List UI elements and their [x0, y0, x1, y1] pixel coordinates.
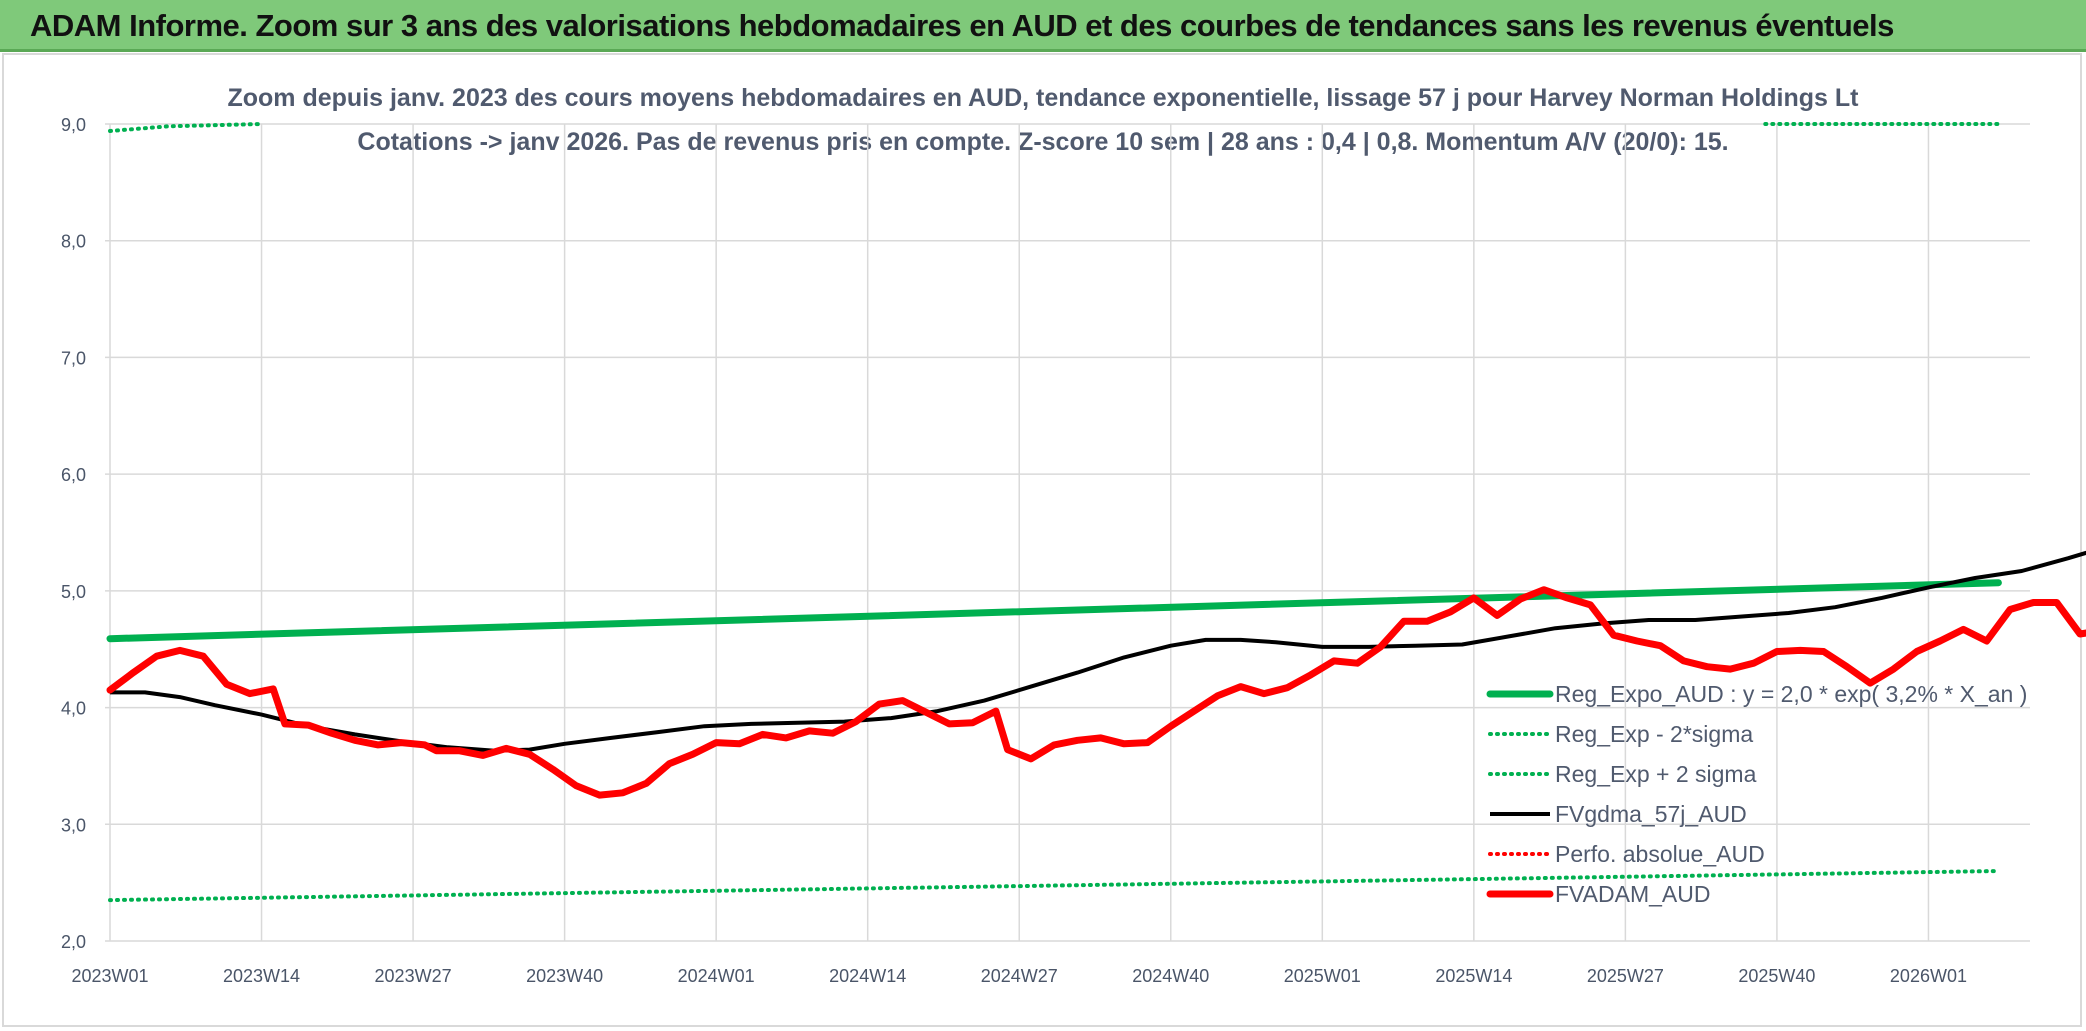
y-tick-label: 8,0 [61, 232, 86, 252]
legend-label: Perfo. absolue_AUD [1555, 841, 1765, 867]
x-tick-label: 2025W14 [1435, 966, 1512, 986]
chart-frame [2, 53, 2082, 1027]
x-tick-label: 2026W01 [1890, 966, 1967, 986]
legend-label: FVADAM_AUD [1555, 881, 1711, 907]
x-tick-label: 2025W40 [1738, 966, 1815, 986]
y-tick-label: 4,0 [61, 699, 86, 719]
x-tick-label: 2024W14 [829, 966, 906, 986]
x-tick-label: 2024W01 [678, 966, 755, 986]
series-line-fvadam-aud [106, 586, 2086, 799]
x-tick-label: 2023W14 [223, 966, 300, 986]
x-tick-label: 2025W01 [1284, 966, 1361, 986]
series-line-fvgdma-57j-aud [110, 550, 2086, 753]
legend-label: Reg_Exp + 2 sigma [1555, 761, 1757, 787]
x-tick-label: 2023W40 [526, 966, 603, 986]
chart-title-line1: Zoom depuis janv. 2023 des cours moyens … [227, 84, 1859, 112]
x-tick-label: 2025W27 [1587, 966, 1664, 986]
legend-label: Reg_Exp - 2*sigma [1555, 721, 1753, 747]
axis-labels: 2,0 3,0 4,0 5,0 6,0 7,0 8,0 9,0 2023W01 2023W14 20… [61, 115, 1967, 986]
y-tick-label: 7,0 [61, 348, 86, 368]
legend-label: FVgdma_57j_AUD [1555, 801, 1747, 827]
y-tick-label: 3,0 [61, 815, 86, 835]
series-line-reg-exp-2 [108, 869, 2001, 903]
series-line-reg-expo-aud [106, 579, 2002, 643]
x-tick-label: 2024W27 [981, 966, 1058, 986]
x-tick-label: 2024W40 [1132, 966, 1209, 986]
x-tick-label: 2023W01 [71, 966, 148, 986]
series-layer [106, 122, 2086, 903]
x-tick-label: 2023W27 [375, 966, 452, 986]
y-tick-label: 5,0 [61, 582, 86, 602]
report-title: ADAM Informe. Zoom sur 3 ans des valoris… [30, 8, 1894, 43]
chart-title-line2: Cotations -> janv 2026. Pas de revenus p… [357, 128, 1729, 156]
y-tick-label: 6,0 [61, 465, 86, 485]
y-tick-label: 2,0 [61, 932, 86, 952]
legend-label: Reg_Expo_AUD : y = 2,0 * exp( 3,2% * X_a… [1555, 681, 2027, 707]
y-tick-label: 9,0 [61, 115, 86, 135]
report-banner: ADAM Informe. Zoom sur 3 ans des valoris… [0, 0, 2086, 52]
series-line-reg-exp-2 [108, 122, 264, 133]
chart-legend: Reg_Expo_AUD : y = 2,0 * exp( 3,2% * X_a… [1486, 681, 2027, 907]
